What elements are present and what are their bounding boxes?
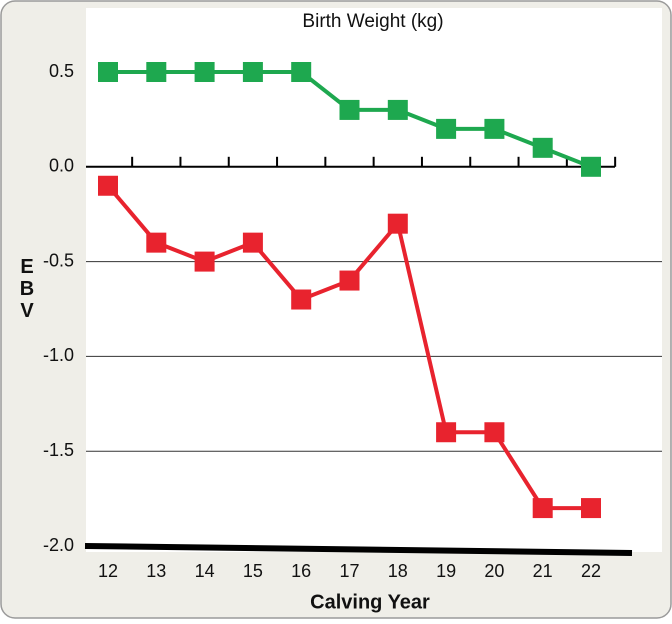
marker <box>146 62 167 82</box>
y-axis-label-letter: B <box>20 278 34 300</box>
y-tick-label: 0.0 <box>49 156 74 176</box>
x-tick-label: 13 <box>146 561 166 581</box>
x-tick-label: 18 <box>388 561 408 581</box>
x-tick-label: 15 <box>243 561 263 581</box>
marker <box>387 213 408 234</box>
y-tick-label: -0.5 <box>43 250 74 270</box>
x-tick-label: 12 <box>98 561 118 581</box>
marker <box>339 270 360 291</box>
x-tick-label: 16 <box>291 561 311 581</box>
marker <box>242 62 263 82</box>
marker <box>387 99 408 120</box>
x-axis-label: Calving Year <box>310 591 430 613</box>
marker <box>98 175 118 196</box>
marker <box>146 232 167 253</box>
x-tick-label: 19 <box>436 561 456 581</box>
y-axis-label-letter: E <box>20 256 33 278</box>
marker <box>291 289 312 310</box>
x-tick-label: 14 <box>195 561 215 581</box>
chart-title: Birth Weight (kg) <box>302 11 443 32</box>
y-tick-label: 0.5 <box>49 61 74 81</box>
marker <box>484 422 505 443</box>
marker <box>581 156 601 177</box>
x-tick-label: 22 <box>581 561 601 581</box>
marker <box>581 498 601 519</box>
x-tick-label: 17 <box>339 561 359 581</box>
marker <box>436 422 457 443</box>
marker <box>339 99 360 120</box>
x-tick-label: 21 <box>533 561 553 581</box>
marker <box>532 498 553 519</box>
marker <box>194 62 215 82</box>
marker <box>242 232 263 253</box>
marker <box>484 118 505 139</box>
marker <box>194 251 215 272</box>
marker <box>532 137 553 158</box>
marker <box>291 62 312 82</box>
marker <box>436 118 457 139</box>
x-tick-label: 20 <box>484 561 504 581</box>
marker <box>98 62 118 82</box>
y-tick-label: -2.0 <box>43 535 74 555</box>
y-axis-label-letter: V <box>20 300 34 322</box>
y-tick-label: -1.0 <box>43 345 74 365</box>
x-axis-line <box>84 543 633 556</box>
plot-area <box>86 8 662 552</box>
y-tick-label: -1.5 <box>43 440 74 460</box>
